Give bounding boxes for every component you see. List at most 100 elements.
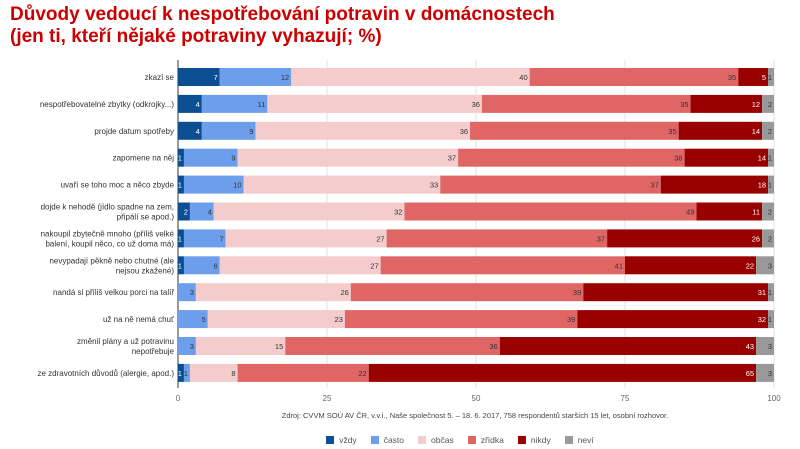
x-tick-label: 75 — [621, 394, 630, 403]
bar-segment-zřídka — [350, 283, 584, 302]
data-label: 4 — [196, 127, 200, 136]
bar-segment-zřídka — [470, 121, 679, 140]
data-label: 1 — [768, 73, 772, 82]
legend-label: vždy — [339, 435, 357, 445]
category-label: ze zdravotních důvodů (alergie, apod.) — [37, 369, 174, 378]
data-label: 27 — [376, 234, 384, 243]
bar-segment-zřídka — [237, 363, 369, 382]
legend-swatch — [467, 436, 476, 444]
data-label: 65 — [746, 369, 754, 378]
legend-item: občas — [418, 435, 454, 445]
legend-swatch — [418, 436, 427, 444]
data-label: 39 — [567, 315, 575, 324]
legend-label: občas — [431, 435, 454, 445]
bar-segment-neví — [768, 175, 774, 194]
bar-segment-nikdy — [678, 121, 763, 140]
bar-segment-často — [178, 337, 196, 355]
bar-segment-neví — [762, 121, 774, 140]
data-label: 10 — [233, 181, 241, 190]
data-label: 6 — [214, 261, 218, 270]
bar-segment-vždy — [178, 121, 202, 140]
bar-segment-zřídka — [440, 175, 661, 194]
bar-segment-občas — [213, 202, 405, 221]
data-label: 4 — [196, 100, 200, 109]
data-label: 26 — [340, 288, 348, 297]
bar-segment-zřídka — [404, 202, 697, 221]
category-label: nespotřebovatelné zbytky (odkrojky...) — [40, 100, 174, 109]
data-label: 5 — [202, 315, 206, 324]
data-label: 35 — [668, 127, 676, 136]
bar-segment-vždy — [178, 94, 202, 113]
category-label: nevypadají pěkně nebo chutné (ale nejsou … — [49, 256, 174, 275]
title-line-1: Důvody vedoucí k nespotřebování potravin… — [10, 4, 555, 25]
data-label: 1 — [768, 288, 772, 297]
data-label: 32 — [758, 315, 766, 324]
bar-segment-občas — [219, 256, 381, 275]
x-tick-label: 25 — [323, 394, 332, 403]
bar-segment-často — [189, 202, 214, 221]
legend: vždy často občas zřídka nikdy neví — [0, 435, 800, 445]
data-label: 12 — [281, 73, 289, 82]
data-label: 1 — [178, 154, 182, 163]
chart-title: Důvody vedoucí k nespotřebování potravin… — [10, 4, 555, 48]
data-label: 3 — [768, 342, 772, 351]
bar-segment-nikdy — [696, 202, 763, 221]
data-label: 1 — [178, 181, 182, 190]
category-label: dojde k nehodě (jídlo spadne na zem, přip… — [41, 203, 175, 222]
legend-swatch — [517, 436, 526, 444]
data-label: 4 — [208, 208, 212, 217]
data-label: 22 — [746, 261, 754, 270]
bar-segment-často — [183, 256, 220, 275]
category-label: nandá si příliš velkou porci na talíř — [53, 288, 174, 297]
bar-segment-nikdy — [499, 337, 757, 355]
bar-segment-často — [183, 363, 190, 382]
bar-segment-nikdy — [607, 229, 763, 248]
data-label: 1 — [768, 315, 772, 324]
data-label: 36 — [472, 100, 480, 109]
bar-segment-zřídka — [458, 148, 685, 167]
data-label: 18 — [758, 181, 766, 190]
bar-segment-vždy — [178, 175, 184, 194]
bar-segment-neví — [768, 148, 774, 167]
legend-swatch — [564, 436, 573, 444]
data-label: 31 — [758, 288, 766, 297]
bar-segment-nikdy — [738, 68, 769, 86]
source-note: Zdroj: CVVM SOÚ AV ČR, v.v.i., Naše spol… — [281, 411, 669, 420]
data-label: 37 — [448, 154, 456, 163]
category-label: zapomene na něj — [113, 154, 175, 163]
data-label: 1 — [184, 369, 188, 378]
data-label: 11 — [258, 100, 266, 109]
legend-swatch — [326, 436, 335, 444]
bar-segment-občas — [243, 175, 441, 194]
legend-label: často — [383, 435, 405, 445]
bar-segment-neví — [762, 202, 774, 221]
data-label: 14 — [758, 154, 766, 163]
data-label: 22 — [358, 369, 366, 378]
data-label: 2 — [768, 208, 772, 217]
bar-segment-nikdy — [577, 310, 769, 329]
bar-segment-vždy — [178, 202, 190, 221]
data-label: 1 — [178, 261, 182, 270]
bar-segment-občas — [267, 94, 482, 113]
bar-segment-neví — [768, 283, 774, 302]
data-label: 2 — [768, 127, 772, 136]
bar-segment-nikdy — [660, 175, 769, 194]
legend-item: neví — [564, 435, 594, 445]
category-label: uvaří se toho moc a něco zbyde — [61, 181, 175, 190]
bar-segment-občas — [189, 363, 238, 382]
bar-segment-nikdy — [583, 283, 769, 302]
bar-segment-často — [178, 283, 196, 302]
legend-swatch — [370, 436, 379, 444]
data-label: 9 — [231, 154, 235, 163]
legend-label: zřídka — [480, 435, 504, 445]
bar-segment-občas — [237, 148, 459, 167]
data-label: 1 — [178, 234, 182, 243]
data-label: 23 — [335, 315, 343, 324]
legend-item: zřídka — [467, 435, 504, 445]
legend-item: vždy — [326, 435, 357, 445]
bar-segment-neví — [756, 256, 774, 275]
bar-segment-občas — [225, 229, 387, 248]
data-label: 36 — [460, 127, 468, 136]
bar-segment-nikdy — [690, 94, 763, 113]
